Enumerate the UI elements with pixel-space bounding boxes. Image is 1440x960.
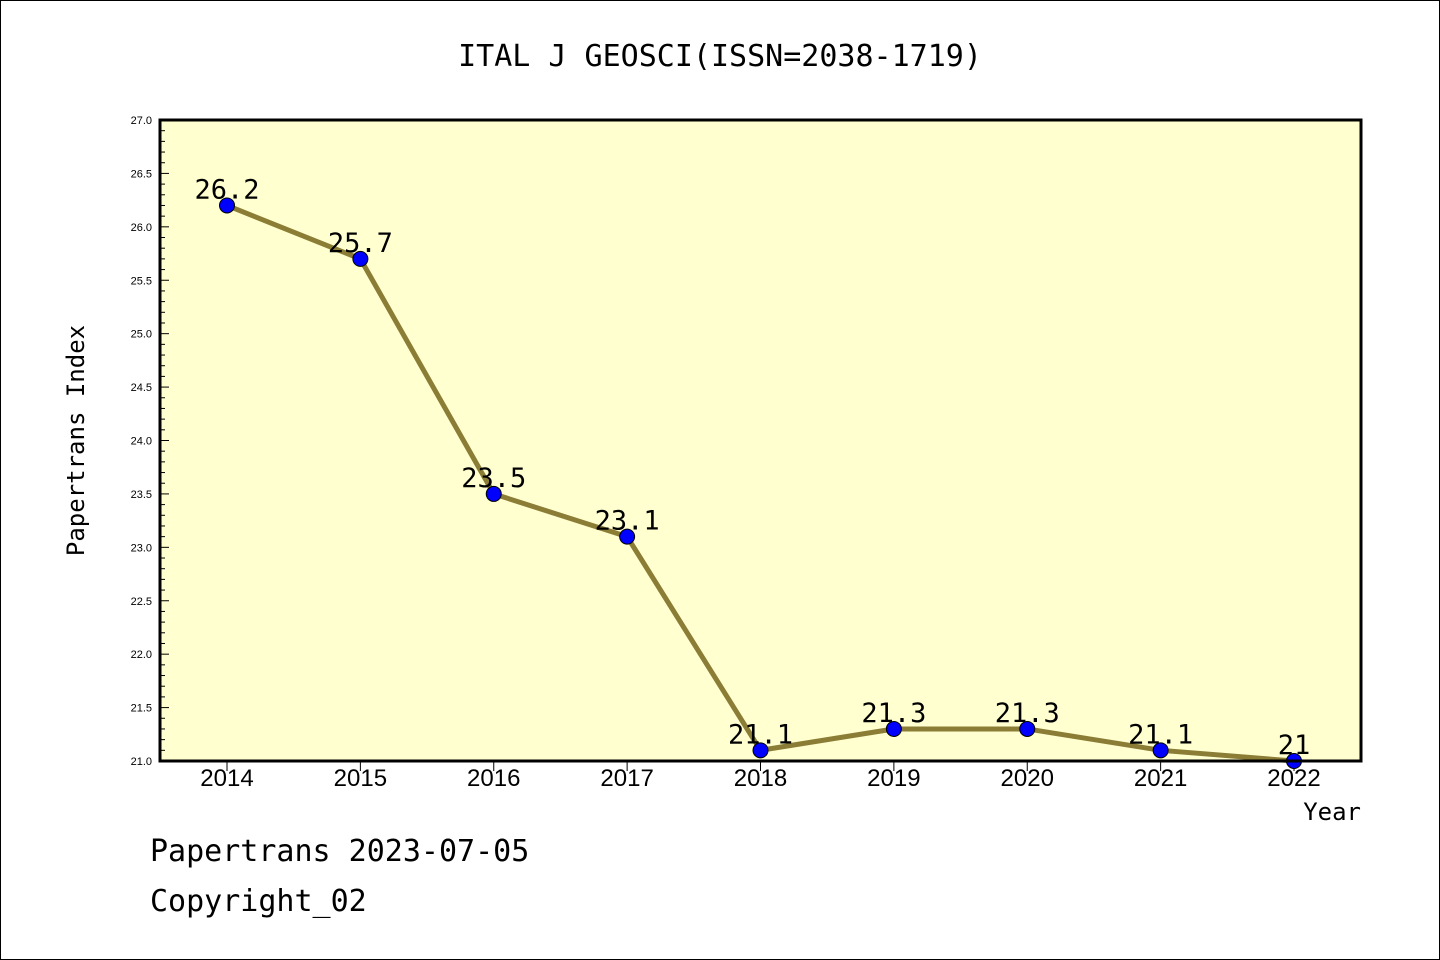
- data-point: [1019, 720, 1036, 737]
- data-point: [1152, 742, 1169, 759]
- data-point: [352, 250, 369, 267]
- x-tick-label: 2018: [734, 765, 787, 792]
- x-tick-label: 2019: [867, 765, 920, 792]
- footer-date: Papertrans 2023-07-05: [150, 834, 530, 869]
- series-layer: [219, 197, 1302, 769]
- axis-ticks: 21.0 21.5 22.0 22.5 23.0 23.5 24.0 24.5 25.0 25.5…: [131, 115, 1321, 792]
- y-tick-label: 21.5: [131, 703, 152, 715]
- footer-copyright: Copyright_02: [150, 884, 367, 919]
- data-label: 21.3: [861, 698, 926, 729]
- data-label: 23.5: [461, 463, 526, 494]
- x-tick-label: 2016: [467, 765, 520, 792]
- data-label: 25.7: [328, 228, 393, 259]
- y-axis-label: Papertrans Index: [62, 325, 90, 556]
- data-label: 26.2: [194, 174, 259, 205]
- y-tick-label: 24.5: [131, 382, 152, 394]
- y-tick-label: 25.0: [131, 329, 152, 341]
- data-label: 21.1: [1128, 719, 1193, 750]
- data-label: 21: [1278, 730, 1311, 761]
- y-tick-label: 24.0: [131, 436, 152, 448]
- data-point: [885, 720, 902, 737]
- x-tick-label: 2022: [1267, 765, 1320, 792]
- y-tick-label: 23.5: [131, 489, 152, 501]
- x-axis-label: Year: [1303, 798, 1361, 826]
- x-tick-label: 2021: [1134, 765, 1187, 792]
- y-tick-label: 27.0: [131, 115, 152, 127]
- data-point: [485, 485, 502, 502]
- chart-title: ITAL J GEOSCI(ISSN=2038-1719): [458, 39, 982, 74]
- y-tick-label: 26.5: [131, 168, 152, 180]
- y-tick-label: 21.0: [131, 756, 152, 768]
- x-tick-label: 2015: [334, 765, 387, 792]
- y-tick-label: 23.0: [131, 542, 152, 554]
- plot-border: [158, 118, 1363, 763]
- data-label: 23.1: [595, 506, 660, 537]
- data-point: [219, 197, 235, 214]
- y-tick-label: 22.0: [131, 649, 152, 661]
- data-point: [752, 742, 769, 759]
- plot-area: [160, 120, 1361, 761]
- y-tick-label: 26.0: [131, 222, 152, 234]
- x-tick-label: 2014: [200, 765, 253, 792]
- data-label: 21.3: [995, 698, 1060, 729]
- y-tick-label: 25.5: [131, 275, 152, 287]
- x-tick-label: 2020: [1001, 765, 1054, 792]
- data-label: 21.1: [728, 719, 793, 750]
- y-tick-label: 22.5: [131, 596, 152, 608]
- data-point: [619, 528, 636, 545]
- x-tick-label: 2017: [600, 765, 653, 792]
- data-labels: 26.2 25.7 23.5 23.1 21.1 21.3 21.3 21.1 21: [194, 174, 1310, 761]
